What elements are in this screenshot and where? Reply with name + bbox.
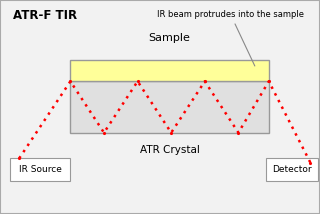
Text: ATR Crystal: ATR Crystal <box>140 145 200 155</box>
Text: IR beam protrudes into the sample: IR beam protrudes into the sample <box>157 10 304 66</box>
Bar <box>266 158 318 181</box>
Bar <box>10 158 70 181</box>
Text: ATR-F TIR: ATR-F TIR <box>13 9 77 22</box>
Text: Sample: Sample <box>149 33 190 43</box>
Bar <box>70 60 269 81</box>
Text: IR Source: IR Source <box>19 165 61 174</box>
Bar <box>70 81 269 133</box>
Text: Detector: Detector <box>272 165 312 174</box>
